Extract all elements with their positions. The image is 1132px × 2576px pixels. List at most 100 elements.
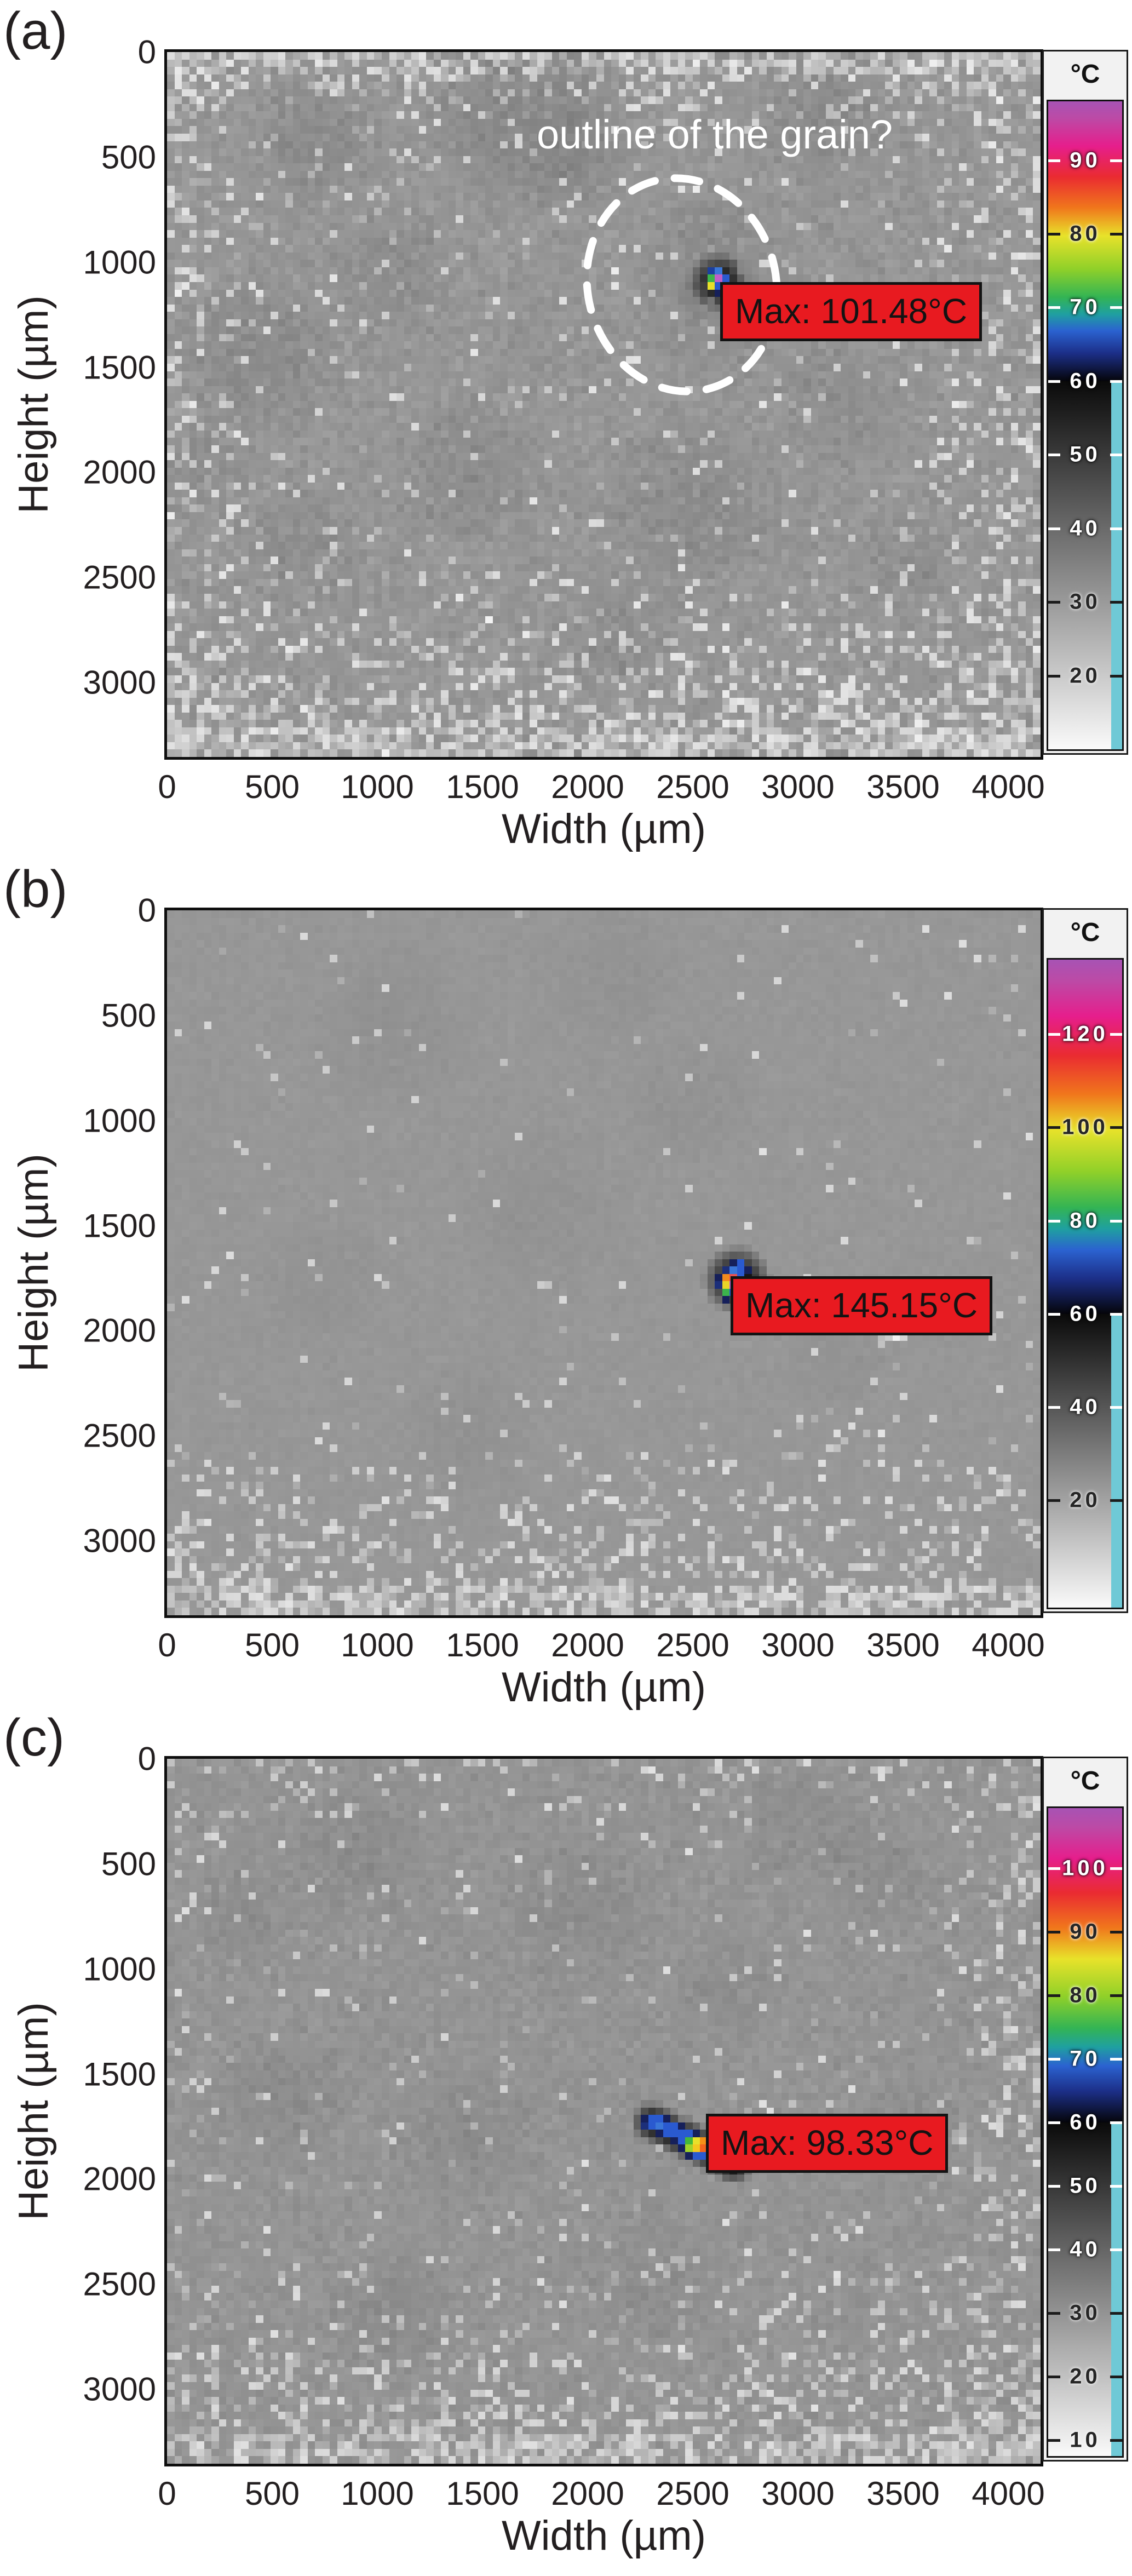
colorbar-tick-mark [1110,1406,1122,1409]
colorbar-tick-mark [1110,2185,1122,2188]
x-tick-label: 3000 [761,768,835,805]
colorbar-tick-label: 20 [1070,2364,1101,2389]
x-tick-label: 3500 [866,1627,940,1663]
colorbar-tick-label: 100 [1062,1856,1108,1880]
x-tick-label: 1500 [446,2475,519,2512]
colorbar-tick-label: 40 [1070,1395,1101,1419]
colorbar-tick-mark [1048,2248,1060,2252]
colorbar-tick-mark [1048,2185,1060,2188]
y-tick-label: 0 [137,892,156,929]
thermal-plot-a: outline of the grain? Max: 101.48°C [164,49,1043,760]
colorbar-grayscale-range-stripe [1111,381,1122,749]
colorbar-tick-mark [1048,380,1060,383]
grain-outline-dashed-ellipse [583,174,781,395]
colorbar-gradient [1048,101,1122,749]
colorbar-b: °C 120 100 80 60 40 20 [1042,908,1128,1613]
colorbar-gradient-bar: 90 80 70 60 50 40 30 20 [1047,100,1124,751]
colorbar-tick-mark [1110,380,1122,383]
y-tick-label: 2000 [83,454,156,491]
x-tick-label: 1500 [446,1627,519,1663]
colorbar-tick-label: 50 [1070,2173,1101,2198]
x-tick-label: 2000 [551,768,624,805]
colorbar-tick-mark [1048,674,1060,678]
colorbar-unit-label: °C [1070,60,1100,89]
colorbar-tick-mark [1110,2121,1122,2125]
colorbar-tick-mark [1110,674,1122,678]
colorbar-tick-mark [1110,159,1122,162]
colorbar-tick-mark [1048,1867,1060,1871]
colorbar-tick-mark [1048,1994,1060,1998]
colorbar-tick-label: 40 [1070,516,1101,541]
x-tick-label: 1000 [341,2475,414,2512]
colorbar-tick-mark [1048,1312,1060,1316]
y-tick-label: 1500 [83,1207,156,1244]
colorbar-gradient [1048,1808,1122,2456]
y-tick-label: 3000 [83,1522,156,1559]
x-tick-label: 4000 [972,768,1045,805]
thermal-plot-c: Max: 98.33°C [164,1756,1043,2466]
y-tick-label: 2500 [83,559,156,596]
y-tick-label: 1500 [83,2056,156,2092]
colorbar-tick-label: 60 [1070,2110,1101,2135]
y-tick-label: 2000 [83,1312,156,1349]
x-axis-title: Width (µm) [501,2512,706,2559]
colorbar-tick-mark [1048,527,1060,530]
x-tick-label: 2500 [656,768,729,805]
colorbar-grayscale-range-stripe [1111,2122,1122,2456]
colorbar-tick-label: 90 [1070,148,1101,173]
panel-letter: (b) [3,860,68,919]
colorbar-tick-mark [1048,454,1060,457]
colorbar-tick-label: 70 [1070,2046,1101,2071]
colorbar-tick-mark [1048,1931,1060,1934]
x-tick-label: 2000 [551,2475,624,2512]
x-axis-title: Width (µm) [501,1664,706,1711]
colorbar-tick-label: 50 [1070,442,1101,467]
colorbar-tick-label: 80 [1070,1208,1101,1233]
panel-letter: (c) [3,1708,65,1767]
colorbar-tick-mark [1110,2312,1122,2315]
colorbar-tick-label: 80 [1070,221,1101,246]
colorbar-tick-mark [1048,1126,1060,1129]
x-tick-label: 4000 [972,2475,1045,2512]
y-tick-label: 500 [101,997,156,1034]
y-tick-label: 1500 [83,349,156,386]
thermal-plot-b: Max: 145.15°C [164,908,1043,1618]
colorbar-tick-label: 40 [1070,2237,1101,2262]
colorbar-tick-label: 20 [1070,1488,1101,1512]
colorbar-tick-mark [1048,2439,1060,2442]
colorbar-tick-mark [1048,159,1060,162]
colorbar-tick-label: 90 [1070,1919,1101,1944]
colorbar-tick-mark [1048,306,1060,309]
y-tick-label: 500 [101,139,156,176]
x-tick-label: 2500 [656,1627,729,1663]
max-temperature-label: Max: 145.15°C [731,1276,993,1335]
colorbar-tick-mark [1048,2312,1060,2315]
colorbar-tick-mark [1048,1406,1060,1409]
y-tick-label: 3000 [83,664,156,701]
colorbar-gradient [1048,960,1122,1608]
colorbar-tick-mark [1110,1867,1122,1871]
x-tick-label: 3000 [761,2475,835,2512]
max-temperature-label: Max: 98.33°C [706,2114,949,2173]
colorbar-grayscale-range-stripe [1111,1313,1122,1608]
thermal-image-b [167,910,1041,1615]
colorbar-tick-label: 30 [1070,589,1101,614]
x-tick-label: 0 [158,768,176,805]
thermal-image-a [167,52,1041,757]
colorbar-tick-mark [1110,2248,1122,2252]
colorbar-tick-mark [1110,2439,1122,2442]
colorbar-tick-mark [1110,1312,1122,1316]
y-tick-label: 0 [137,1740,156,1777]
grain-annotation-text: outline of the grain? [536,112,893,157]
y-tick-label: 3000 [83,2371,156,2408]
colorbar-tick-mark [1110,2376,1122,2379]
colorbar-tick-label: 20 [1070,663,1101,688]
colorbar-tick-label: 70 [1070,295,1101,319]
panel-a: (a) outline of the grain? Max: 101.48°C … [0,0,1132,858]
x-tick-label: 500 [244,768,300,805]
colorbar-tick-mark [1110,2058,1122,2061]
colorbar-tick-mark [1110,1219,1122,1223]
colorbar-tick-mark [1048,1033,1060,1036]
colorbar-tick-mark [1110,232,1122,236]
y-tick-label: 500 [101,1845,156,1883]
